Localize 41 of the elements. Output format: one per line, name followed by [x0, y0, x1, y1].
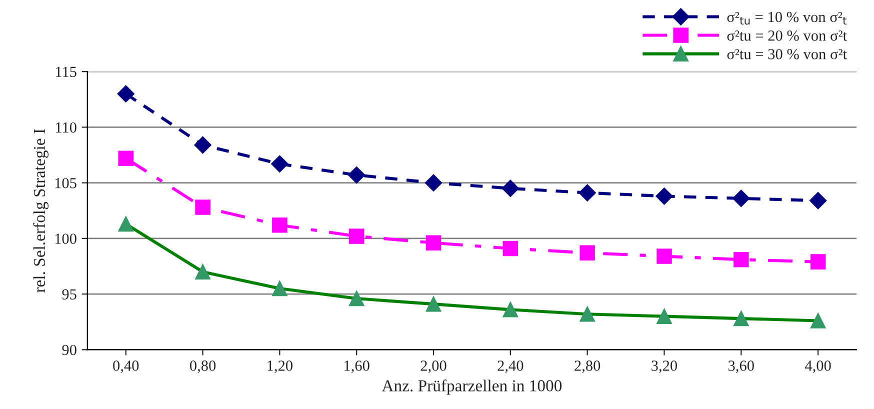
point	[656, 188, 673, 205]
point	[734, 252, 749, 268]
y-axis-title: rel. Sel.erfolg Strategie I	[33, 129, 49, 292]
legend-label: σ²tu = 20 % von σ²t	[727, 30, 847, 41]
point	[348, 166, 366, 184]
x-tick-label: 0,80	[190, 360, 216, 374]
point	[580, 245, 595, 261]
x-tick-label: 4,00	[804, 360, 831, 374]
point	[656, 248, 672, 264]
point	[117, 85, 134, 102]
point	[272, 217, 288, 233]
point	[195, 200, 210, 215]
legend-label: σ²$_{tu}$ = 10 % von σ²$_{t}$	[727, 12, 847, 25]
point	[502, 180, 519, 197]
y-tick-label: 105	[55, 178, 76, 188]
point	[426, 235, 442, 251]
point	[810, 192, 827, 210]
x-tick-label: 0,40	[113, 360, 139, 374]
y-tick-label: 115	[56, 66, 76, 78]
x-tick-label: 3,60	[728, 360, 754, 374]
x-axis-title: Anz. Prüfparzellen in 1000	[382, 380, 562, 395]
y-tick-label: 110	[56, 122, 76, 133]
x-tick-label: 2,00	[420, 360, 446, 374]
point	[118, 150, 134, 166]
x-tick-label: 2,40	[498, 360, 524, 374]
x-tick-label: 1,60	[344, 360, 370, 374]
point	[194, 136, 212, 154]
point	[732, 190, 750, 207]
x-tick-label: 1,20	[268, 360, 292, 374]
point	[424, 174, 442, 192]
x-tick-label: 2,80	[574, 360, 600, 374]
y-tick-label: 100	[55, 234, 76, 244]
legend-label: σ²tu = 30 % von σ²t	[727, 48, 847, 60]
point	[578, 184, 596, 202]
x-tick-label: 3,20	[652, 360, 678, 374]
y-tick-label: 95	[62, 289, 76, 300]
point	[271, 155, 288, 172]
y-tick-label: 90	[62, 344, 76, 356]
point	[810, 254, 826, 270]
point	[502, 240, 518, 256]
point	[348, 228, 364, 244]
